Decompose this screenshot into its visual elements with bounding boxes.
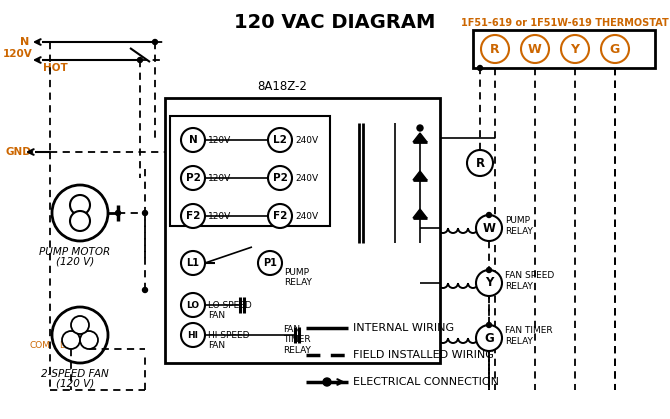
Text: (120 V): (120 V) bbox=[56, 257, 94, 267]
Text: HI: HI bbox=[188, 331, 198, 339]
Text: PUMP MOTOR: PUMP MOTOR bbox=[40, 247, 111, 257]
Text: R: R bbox=[476, 157, 484, 170]
Circle shape bbox=[486, 323, 492, 328]
Text: Y: Y bbox=[570, 42, 580, 55]
Text: 120V: 120V bbox=[3, 49, 33, 59]
Bar bbox=[165, 98, 440, 363]
Circle shape bbox=[417, 125, 423, 131]
Circle shape bbox=[181, 204, 205, 228]
Polygon shape bbox=[413, 133, 427, 142]
Text: 8A18Z-2: 8A18Z-2 bbox=[257, 80, 308, 93]
Text: HOT: HOT bbox=[43, 63, 68, 73]
Text: W: W bbox=[528, 42, 542, 55]
Text: COM: COM bbox=[29, 341, 50, 349]
Text: 1F51-619 or 1F51W-619 THERMOSTAT: 1F51-619 or 1F51W-619 THERMOSTAT bbox=[461, 18, 669, 28]
Circle shape bbox=[52, 307, 108, 363]
Text: GND: GND bbox=[5, 147, 31, 157]
Text: R: R bbox=[490, 42, 500, 55]
Text: (120 V): (120 V) bbox=[56, 379, 94, 389]
Bar bbox=[170, 116, 330, 226]
Text: F2: F2 bbox=[186, 211, 200, 221]
Circle shape bbox=[115, 210, 121, 215]
Circle shape bbox=[478, 65, 482, 70]
Text: 240V: 240V bbox=[295, 173, 318, 183]
Text: L1: L1 bbox=[186, 258, 200, 268]
Text: PUMP
RELAY: PUMP RELAY bbox=[505, 216, 533, 236]
Circle shape bbox=[137, 57, 143, 62]
Text: INTERNAL WIRING: INTERNAL WIRING bbox=[353, 323, 454, 333]
Circle shape bbox=[467, 150, 493, 176]
Text: FAN SPEED
RELAY: FAN SPEED RELAY bbox=[505, 271, 554, 291]
Circle shape bbox=[521, 35, 549, 63]
Text: 120V: 120V bbox=[208, 173, 231, 183]
Circle shape bbox=[70, 195, 90, 215]
Text: LO SPEED
FAN: LO SPEED FAN bbox=[208, 301, 252, 321]
Circle shape bbox=[181, 251, 205, 275]
Polygon shape bbox=[413, 171, 427, 180]
Polygon shape bbox=[413, 209, 427, 218]
Circle shape bbox=[323, 378, 331, 386]
Text: Y: Y bbox=[485, 277, 493, 290]
Circle shape bbox=[481, 35, 509, 63]
Text: FIELD INSTALLED WIRING: FIELD INSTALLED WIRING bbox=[353, 350, 494, 360]
Text: ELECTRICAL CONNECTION: ELECTRICAL CONNECTION bbox=[353, 377, 499, 387]
Text: FAN TIMER
RELAY: FAN TIMER RELAY bbox=[505, 326, 553, 346]
Text: FAN
TIMER
RELAY: FAN TIMER RELAY bbox=[283, 325, 311, 355]
Circle shape bbox=[70, 211, 90, 231]
Circle shape bbox=[143, 210, 147, 215]
Circle shape bbox=[268, 204, 292, 228]
Text: PUMP
RELAY: PUMP RELAY bbox=[284, 268, 312, 287]
Text: F2: F2 bbox=[273, 211, 287, 221]
Circle shape bbox=[476, 270, 502, 296]
Text: 120V: 120V bbox=[208, 212, 231, 220]
Circle shape bbox=[80, 331, 98, 349]
Text: L2: L2 bbox=[273, 135, 287, 145]
Text: N: N bbox=[189, 135, 198, 145]
Text: G: G bbox=[484, 331, 494, 344]
Text: W: W bbox=[482, 222, 496, 235]
Circle shape bbox=[601, 35, 629, 63]
Text: 2-SPEED FAN: 2-SPEED FAN bbox=[41, 369, 109, 379]
Bar bbox=[473, 30, 655, 68]
Circle shape bbox=[268, 166, 292, 190]
Text: 120 VAC DIAGRAM: 120 VAC DIAGRAM bbox=[234, 13, 436, 32]
Text: P2: P2 bbox=[273, 173, 287, 183]
Text: LO: LO bbox=[60, 341, 70, 349]
Circle shape bbox=[143, 287, 147, 292]
Text: 120V: 120V bbox=[208, 135, 231, 145]
Text: HI: HI bbox=[86, 341, 94, 349]
Text: P2: P2 bbox=[186, 173, 200, 183]
Circle shape bbox=[258, 251, 282, 275]
Circle shape bbox=[476, 325, 502, 351]
Text: 240V: 240V bbox=[295, 135, 318, 145]
Text: N: N bbox=[20, 37, 29, 47]
Circle shape bbox=[181, 166, 205, 190]
Circle shape bbox=[486, 267, 492, 272]
Text: LO: LO bbox=[186, 300, 200, 310]
Circle shape bbox=[71, 316, 89, 334]
Circle shape bbox=[268, 128, 292, 152]
Circle shape bbox=[561, 35, 589, 63]
Circle shape bbox=[62, 331, 80, 349]
Text: P1: P1 bbox=[263, 258, 277, 268]
Circle shape bbox=[476, 215, 502, 241]
Circle shape bbox=[153, 39, 157, 44]
Text: 240V: 240V bbox=[295, 212, 318, 220]
Circle shape bbox=[181, 323, 205, 347]
Circle shape bbox=[181, 293, 205, 317]
Text: HI SPEED
FAN: HI SPEED FAN bbox=[208, 331, 249, 350]
Text: G: G bbox=[610, 42, 620, 55]
Circle shape bbox=[52, 185, 108, 241]
Circle shape bbox=[486, 212, 492, 217]
Circle shape bbox=[181, 128, 205, 152]
